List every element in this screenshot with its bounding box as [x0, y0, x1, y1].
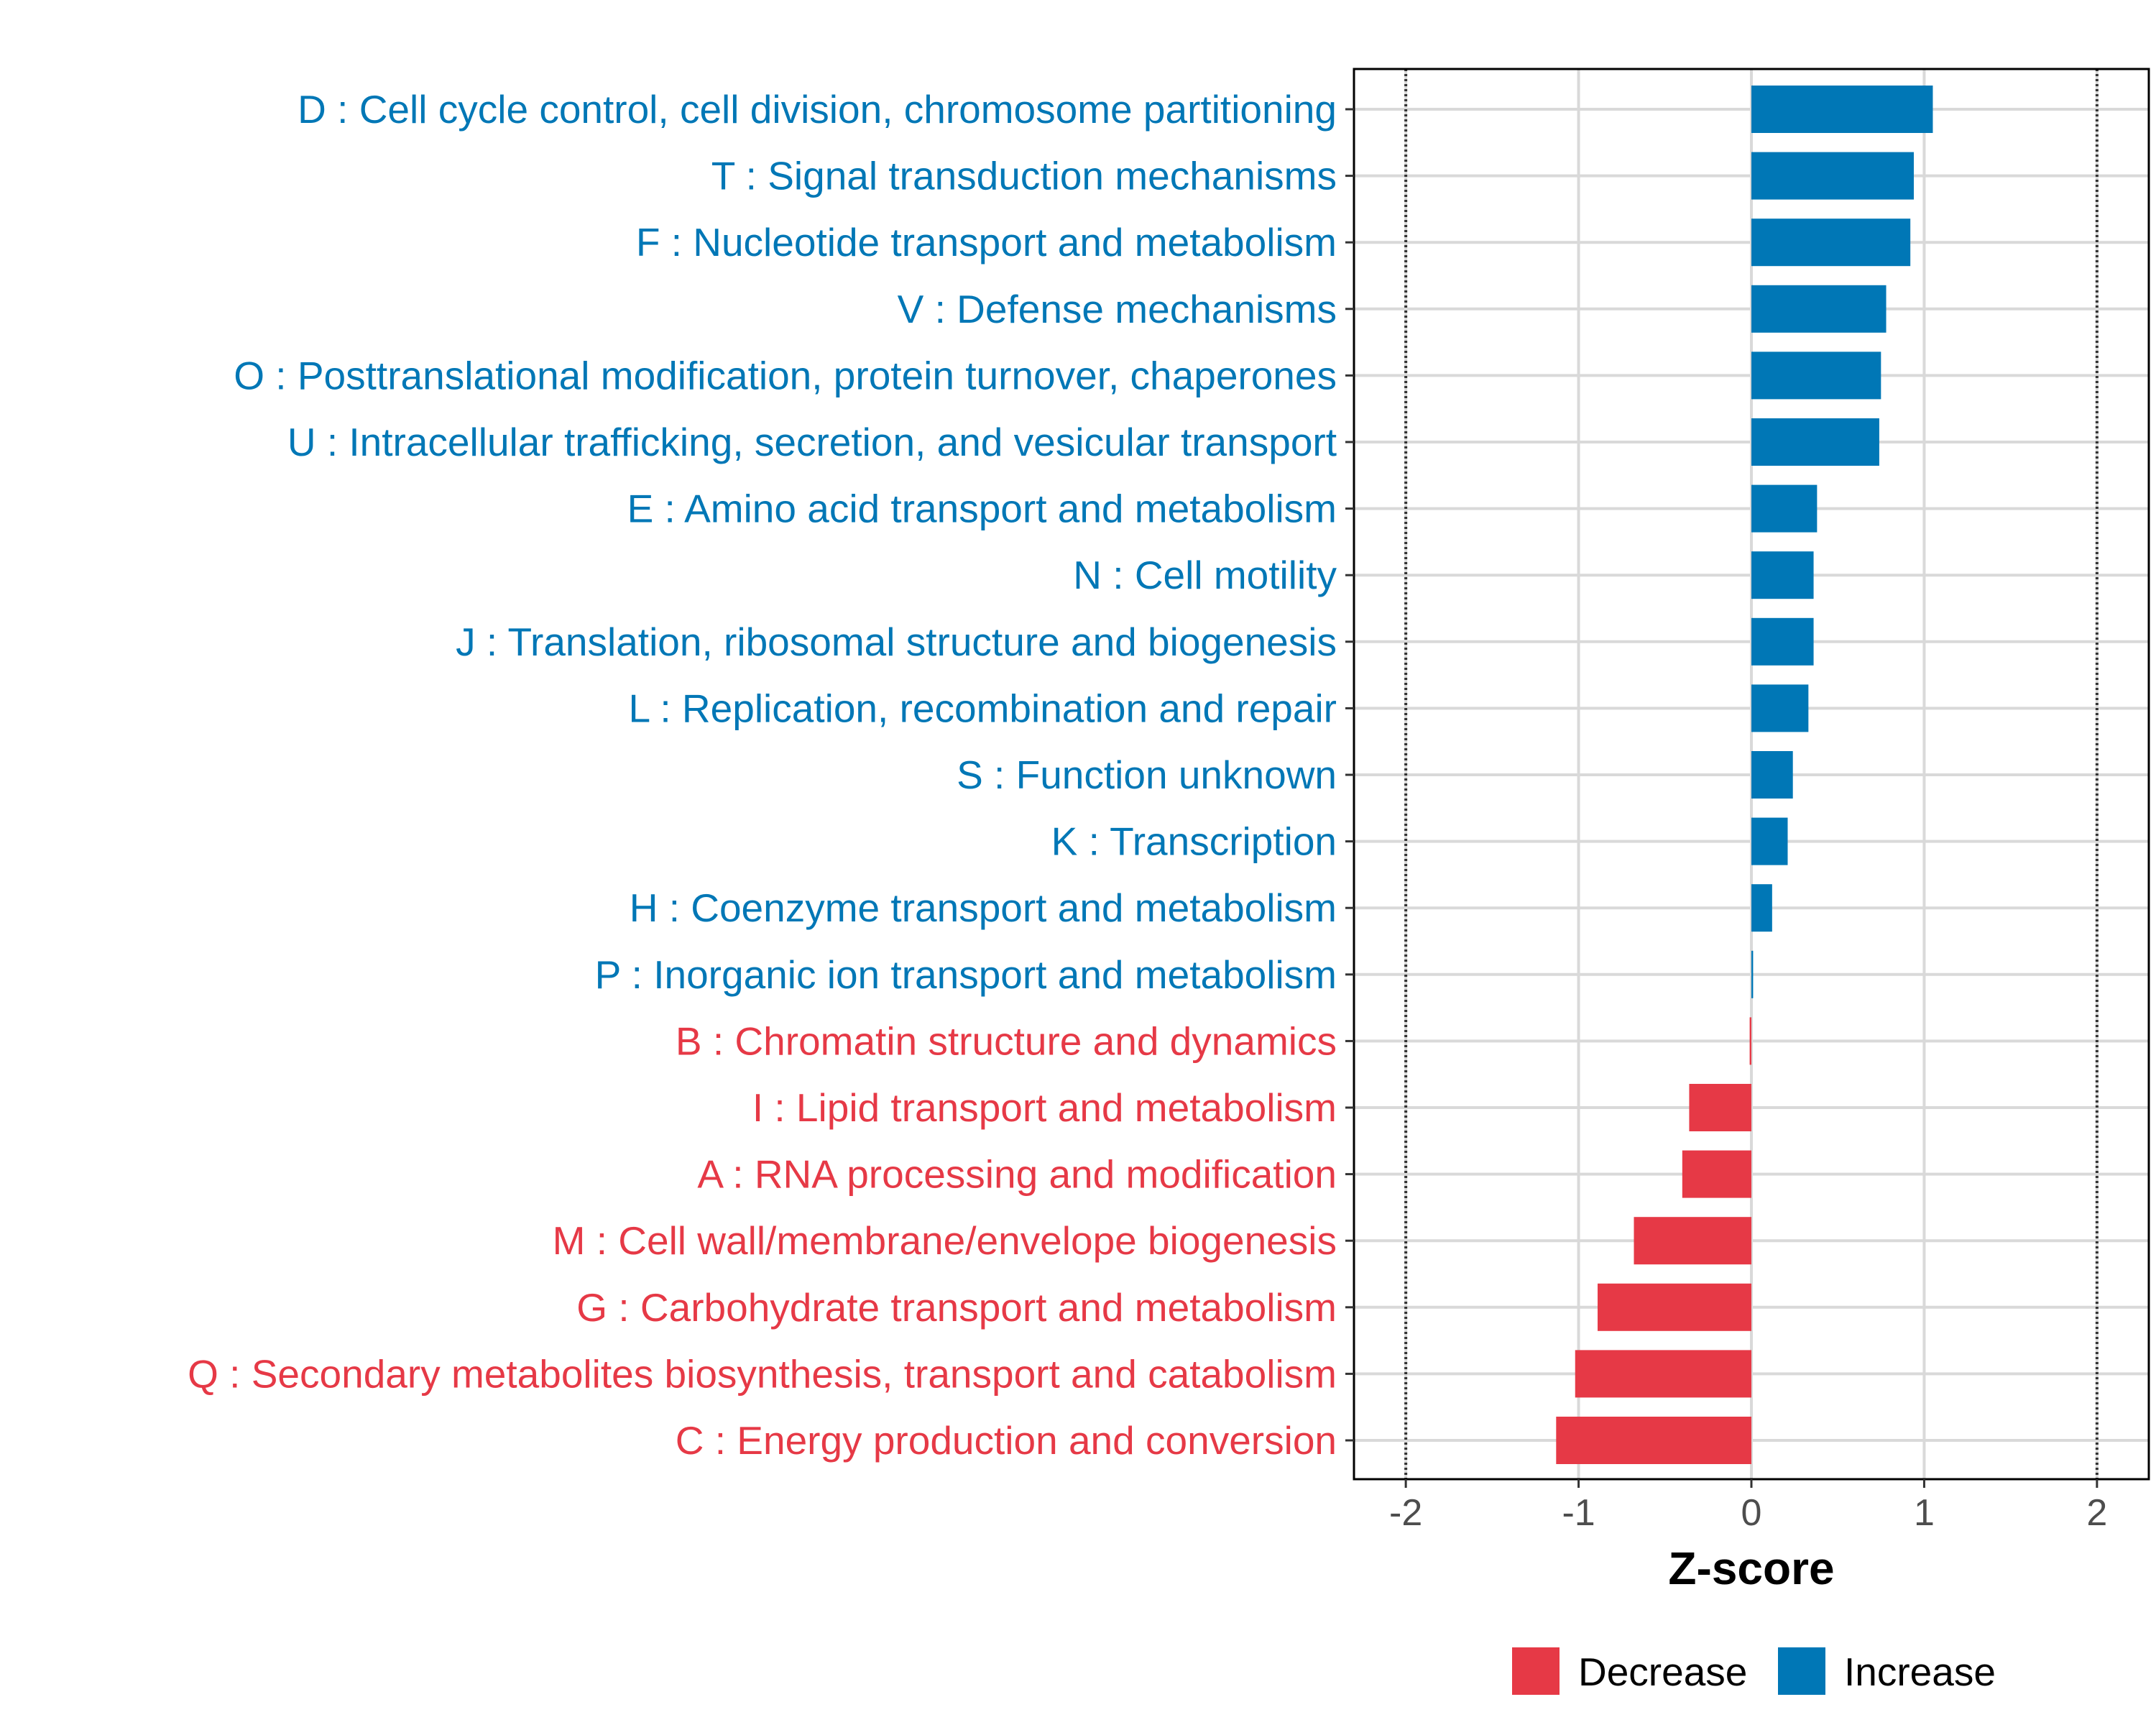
category-label-19: Q : Secondary metabolites biosynthesis, … [188, 1351, 1337, 1396]
bar-5 [1751, 418, 1879, 466]
category-label-2: F : Nucleotide transport and metabolism [636, 220, 1337, 264]
bar-15 [1689, 1084, 1751, 1131]
x-axis-title: Z-score [1668, 1542, 1834, 1594]
category-label-7: N : Cell motility [1073, 553, 1337, 597]
bar-20 [1556, 1417, 1751, 1464]
bar-13 [1751, 950, 1754, 998]
legend-label-increase: Increase [1844, 1650, 1996, 1694]
category-label-8: J : Translation, ribosomal structure and… [456, 620, 1337, 664]
x-tick-label-3: 1 [1914, 1492, 1935, 1534]
category-label-4: O : Posttranslational modification, prot… [234, 353, 1337, 397]
category-label-6: E : Amino acid transport and metabolism [627, 487, 1337, 531]
bar-3 [1751, 285, 1886, 333]
category-label-17: M : Cell wall/membrane/envelope biogenes… [553, 1218, 1337, 1263]
legend-key-decrease [1512, 1647, 1560, 1695]
category-label-11: K : Transcription [1051, 819, 1337, 864]
legend-label-decrease: Decrease [1578, 1650, 1747, 1694]
bar-1 [1751, 152, 1915, 200]
bar-12 [1751, 884, 1772, 932]
bar-17 [1634, 1217, 1751, 1265]
bars [1556, 86, 1933, 1464]
x-axis-ticks: -2 -1 0 1 2 [1389, 1479, 2107, 1534]
x-tick-label-2: 0 [1741, 1492, 1762, 1534]
y-axis-ticks: D : Cell cycle control, cell division, c… [188, 87, 1354, 1463]
category-label-0: D : Cell cycle control, cell division, c… [298, 87, 1337, 132]
legend: Decrease Increase [1512, 1647, 1996, 1695]
category-label-18: G : Carbohydrate transport and metabolis… [576, 1285, 1337, 1330]
category-label-16: A : RNA processing and modification [697, 1152, 1337, 1197]
bar-10 [1751, 751, 1793, 799]
bar-18 [1598, 1283, 1751, 1331]
bar-16 [1682, 1150, 1751, 1198]
category-label-13: P : Inorganic ion transport and metaboli… [595, 952, 1337, 997]
bar-9 [1751, 684, 1809, 732]
category-label-20: C : Energy production and conversion [676, 1418, 1337, 1463]
bar-6 [1751, 484, 1818, 533]
category-label-3: V : Defense mechanisms [898, 287, 1337, 331]
bar-4 [1751, 351, 1881, 400]
category-label-5: U : Intracellular trafficking, secretion… [287, 420, 1337, 464]
legend-key-increase [1778, 1647, 1825, 1695]
bar-14 [1749, 1017, 1751, 1065]
bar-8 [1751, 617, 1814, 666]
category-label-14: B : Chromatin structure and dynamics [676, 1018, 1337, 1063]
reference-lines [1404, 69, 2099, 1479]
bar-2 [1751, 218, 1911, 267]
category-label-15: I : Lipid transport and metabolism [752, 1085, 1337, 1130]
category-label-10: S : Function unknown [957, 753, 1337, 797]
x-tick-label-0: -2 [1389, 1492, 1422, 1534]
category-label-1: T : Signal transduction mechanisms [711, 154, 1337, 198]
bar-7 [1751, 551, 1814, 599]
x-tick-label-4: 2 [2086, 1492, 2107, 1534]
x-tick-label-1: -1 [1562, 1492, 1595, 1534]
category-label-12: H : Coenzyme transport and metabolism [630, 886, 1337, 930]
category-label-9: L : Replication, recombination and repai… [629, 686, 1337, 730]
bar-0 [1751, 86, 1933, 133]
bar-11 [1751, 817, 1788, 865]
bar-19 [1575, 1350, 1751, 1398]
